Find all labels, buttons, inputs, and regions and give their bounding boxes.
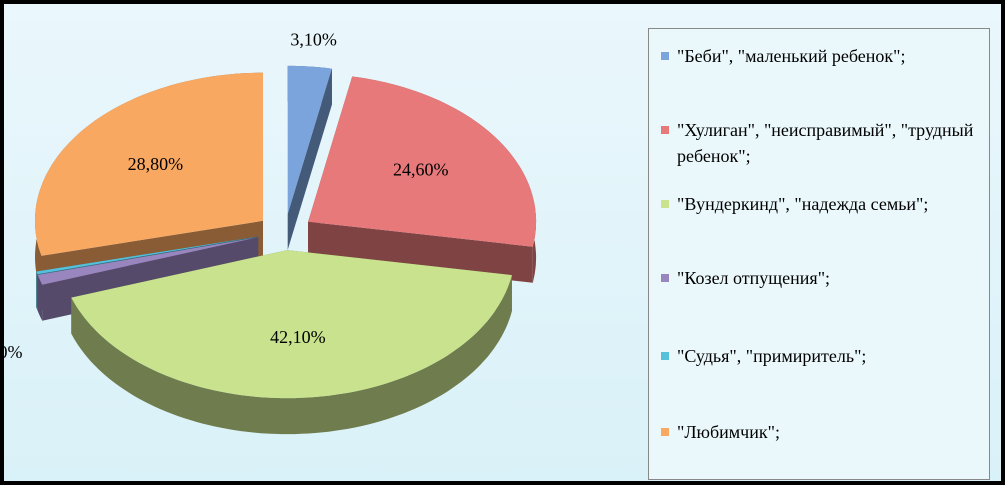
legend-item: "Любимчик"; <box>661 419 979 445</box>
legend-item: "Судья", "примиритель"; <box>661 343 979 369</box>
slice-side <box>71 275 512 435</box>
legend-swatch <box>661 200 669 208</box>
slice-side <box>37 274 43 321</box>
data-label: 24,60% <box>393 159 449 179</box>
legend-swatch <box>661 352 669 360</box>
pie-slice <box>308 76 537 247</box>
data-label: 0,30% <box>0 342 23 362</box>
slice-side <box>37 237 259 311</box>
slice-side <box>287 68 332 250</box>
legend-swatch <box>661 126 669 134</box>
data-label: 3,10% <box>290 30 337 50</box>
legend-label: "Любимчик"; <box>677 422 780 442</box>
legend-item: "Вундеркинд", "надежда семьи"; <box>661 191 979 217</box>
legend-swatch <box>661 428 669 436</box>
legend-label: "Козел отпущения"; <box>677 268 831 288</box>
pie-slice <box>35 72 263 256</box>
legend-item: "Беби", "маленький ребенок"; <box>661 43 979 69</box>
legend-swatch <box>661 52 669 60</box>
legend-label: "Судья", "примиритель"; <box>677 346 867 366</box>
pie-slice <box>287 65 332 214</box>
data-label: 28,80% <box>128 154 184 174</box>
slice-tops <box>35 65 537 399</box>
data-labels: 3,10% 24,60% 42,10% 0,30% 28,80% <box>0 30 448 362</box>
pie-slice <box>37 237 259 285</box>
legend-item: "Козел отпущения"; <box>661 265 979 291</box>
data-label: 42,10% <box>270 327 326 347</box>
pie-slice <box>71 250 512 399</box>
pie-slice <box>36 236 258 275</box>
legend-item: "Хулиган", "неисправимый", "трудный ребе… <box>661 117 979 169</box>
legend-swatch <box>661 274 669 282</box>
legend-label: "Вундеркинд", "надежда семьи"; <box>677 194 929 214</box>
slice-side <box>36 271 38 311</box>
legend-label: "Хулиган", "неисправимый", "трудный ребе… <box>677 120 974 166</box>
legend-label: "Беби", "маленький ребенок"; <box>677 46 906 66</box>
legend: "Беби", "маленький ребенок"; "Хулиган", "… <box>648 28 990 480</box>
slice-side <box>308 221 533 283</box>
